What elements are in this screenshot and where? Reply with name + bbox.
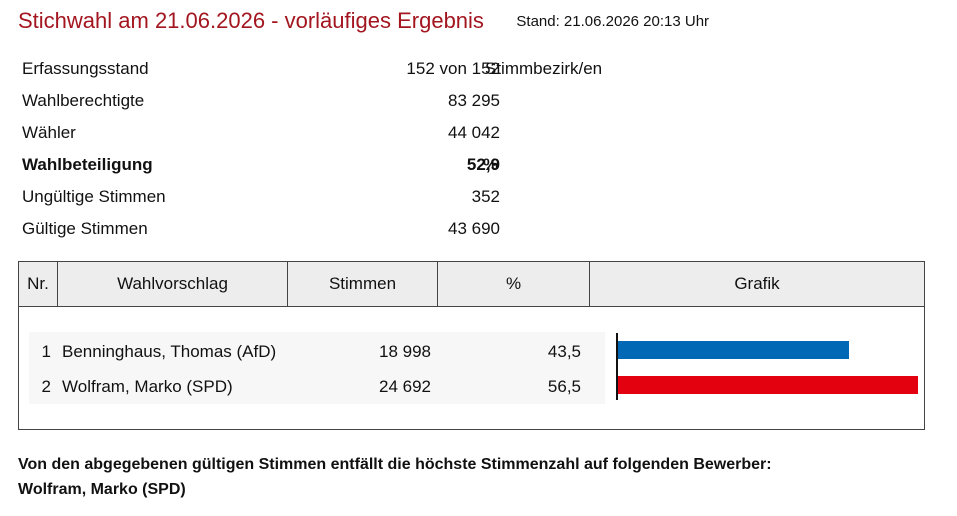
cell-votes: 18 998 [379,342,431,361]
result-bar-wolfram [618,376,918,394]
stat-unit: % [483,155,499,174]
table-header: Nr. Wahlvorschlag Stimmen % Grafik [19,262,924,307]
stat-row-erfassungsstand: Erfassungsstand 152 von 152 Stimmbezirk/… [22,56,662,88]
table-row: 2 Wolfram, Marko (SPD) 24 692 56,5 [19,371,924,403]
stat-label: Wahlbeteiligung [22,155,153,174]
summary-stats: Erfassungsstand 152 von 152 Stimmbezirk/… [22,56,662,248]
column-header-wahlvorschlag: Wahlvorschlag [58,262,288,306]
column-header-prozent: % [438,262,590,306]
bar-axis [616,333,618,400]
page-title: Stichwahl am 21.06.2026 - vorläufiges Er… [18,8,484,33]
stat-value: 43 690 [448,219,500,238]
stat-label: Ungültige Stimmen [22,187,166,206]
page-header: Stichwahl am 21.06.2026 - vorläufiges Er… [18,8,709,34]
result-bar-benninghaus [618,341,849,359]
stat-label: Erfassungsstand [22,59,149,78]
results-table: Nr. Wahlvorschlag Stimmen % Grafik 1 Ben… [18,261,925,430]
column-header-nr: Nr. [19,262,58,306]
stat-value: 152 von 152 [406,59,500,78]
stat-value: 44 042 [448,123,500,142]
table-row: 1 Benninghaus, Thomas (AfD) 18 998 43,5 [19,336,924,368]
stat-value: 52,9 [466,155,500,174]
winner-statement-text: Von den abgegebenen gültigen Stimmen ent… [18,456,772,473]
stat-label: Wahlberechtigte [22,91,145,110]
stat-label: Wähler [22,123,76,142]
cell-candidate: Wolfram, Marko (SPD) [62,377,233,396]
winner-name: Wolfram, Marko (SPD) [18,481,186,498]
stat-row-wahlberechtigte: Wahlberechtigte 83 295 [22,88,662,120]
stat-value: 352 [471,187,500,206]
column-header-grafik: Grafik [734,274,780,293]
cell-votes: 24 692 [379,377,431,396]
stat-row-gueltige-stimmen: Gültige Stimmen 43 690 [22,216,662,248]
cell-nr: 1 [41,342,51,361]
cell-percent: 43,5 [547,342,581,361]
stat-value: 83 295 [448,91,500,110]
cell-nr: 2 [41,377,51,396]
winner-statement: Von den abgegebenen gültigen Stimmen ent… [18,452,772,502]
stat-label: Gültige Stimmen [22,219,148,238]
stat-row-ungueltige-stimmen: Ungültige Stimmen 352 [22,184,662,216]
timestamp: Stand: 21.06.2026 20:13 Uhr [516,12,710,30]
cell-candidate: Benninghaus, Thomas (AfD) [62,342,277,361]
stat-row-waehler: Wähler 44 042 [22,120,662,152]
cell-percent: 56,5 [547,377,581,396]
stat-unit: Stimmbezirk/en [485,59,603,78]
column-header-stimmen: Stimmen [288,262,438,306]
stat-row-wahlbeteiligung: Wahlbeteiligung 52,9 % [22,152,662,184]
rows-background [29,332,605,404]
